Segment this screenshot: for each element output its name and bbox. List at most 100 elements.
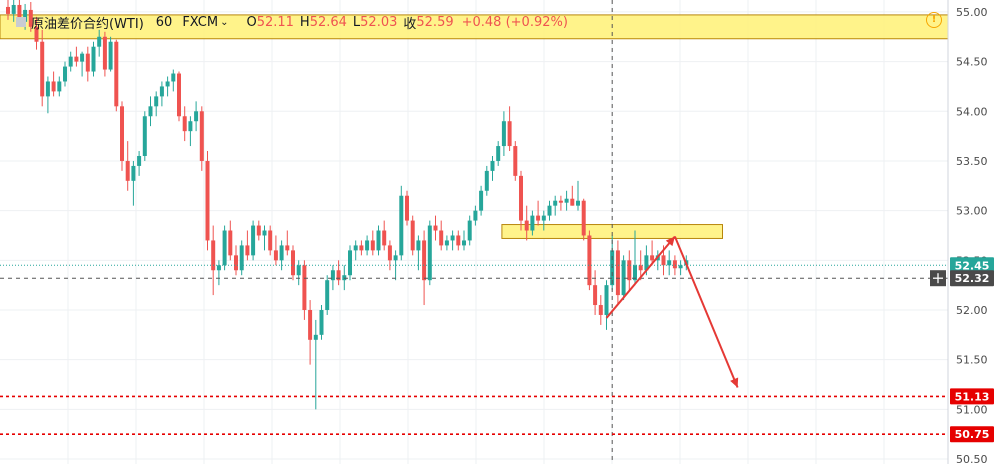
candle-body [650, 255, 655, 261]
candle-body [296, 265, 301, 276]
grid [0, 0, 948, 464]
candle-body [148, 106, 153, 117]
candle-body [359, 245, 364, 251]
candle-body [581, 200, 586, 236]
chart-header: 原油差价合约(WTI) 60 FXCM ⌄ O 52.11 H 52.64 L 52.… [16, 11, 568, 33]
candle-body [325, 280, 330, 310]
arrow-head-1 [665, 236, 675, 247]
support-price-label-background [950, 388, 994, 405]
candle-body [638, 265, 643, 271]
candle-body [313, 334, 318, 340]
candle-body [108, 41, 113, 70]
candle-body [199, 111, 204, 161]
candle-body [661, 255, 666, 266]
candle-body [513, 146, 518, 176]
candle-body [319, 309, 324, 335]
candle-body [171, 73, 176, 82]
candle-body [667, 260, 672, 266]
chevron-down-icon[interactable]: ⌄ [220, 16, 229, 28]
warning-icon[interactable]: ! [926, 12, 942, 28]
candle-body [114, 41, 119, 107]
candle-body [222, 230, 227, 266]
candle-body [547, 205, 552, 216]
candle-body [85, 53, 90, 72]
crosshair-price-label: 52.32 [955, 272, 990, 285]
candle-body [593, 285, 598, 306]
candle-body [541, 215, 546, 221]
candle-body [268, 230, 273, 251]
candle-body [479, 190, 484, 211]
candle-body [598, 305, 603, 315]
candle-body [462, 240, 466, 246]
candle-body [627, 260, 632, 281]
candle-body [165, 81, 170, 87]
candle-body [205, 160, 210, 241]
high-value: 52.64 [309, 14, 347, 30]
candle-body [239, 245, 244, 271]
trend-arrow-1 [605, 235, 676, 319]
candle-body [353, 245, 358, 251]
candle-body [302, 265, 307, 310]
candle-body [125, 160, 130, 181]
timeframe[interactable]: 60 [155, 14, 173, 30]
candle-body [68, 56, 73, 67]
candle-body [348, 250, 352, 276]
candle-body [40, 41, 45, 97]
candle-body [519, 175, 523, 221]
candle-body [393, 255, 398, 261]
arrow-head-2 [730, 377, 739, 388]
candle-body [251, 225, 256, 256]
open-label: O [246, 14, 257, 30]
candle-body [467, 220, 472, 241]
candle-body [473, 210, 478, 221]
candle-body [97, 36, 102, 47]
candle-body [285, 245, 290, 251]
candle-body [63, 66, 67, 82]
candle-body [490, 160, 495, 171]
candle-body [17, 4, 22, 22]
candle-body [376, 230, 381, 251]
symbol-icon [16, 17, 26, 27]
candle-body [558, 200, 563, 203]
candle-body [587, 235, 592, 286]
symbol-name[interactable]: 原油差价合约(WTI) [31, 16, 144, 32]
candle-body [370, 240, 375, 251]
price-tick-label: 54.50 [956, 56, 988, 69]
price-tick-label: 55.00 [956, 6, 988, 19]
candle-body [672, 260, 677, 269]
trend-arrow-2 [673, 236, 739, 388]
low-label: L [352, 14, 361, 30]
candles [6, 0, 689, 410]
candle-body [177, 73, 181, 117]
low-value: 52.03 [360, 14, 398, 30]
candle-body [216, 265, 221, 271]
candle-body [621, 260, 626, 296]
arrows [605, 235, 739, 388]
candle-body [507, 121, 512, 147]
exchange[interactable]: FXCM [182, 14, 219, 30]
candle-body [576, 200, 580, 206]
candle-body [405, 195, 409, 221]
candle-body [51, 81, 56, 92]
candle-body [501, 121, 506, 147]
candle-body [399, 195, 404, 256]
candle-body [23, 9, 28, 22]
candle-body [34, 26, 39, 42]
candle-body [6, 6, 10, 14]
price-lines [0, 0, 948, 464]
candle-body [644, 255, 649, 271]
candle-body [91, 46, 96, 72]
candle-body [228, 230, 233, 256]
candle-body [11, 4, 16, 14]
price-axis[interactable]: 50.5051.0051.5052.0052.5053.0053.5054.00… [930, 0, 996, 464]
candle-body [422, 240, 427, 281]
candle-body [444, 240, 449, 246]
candle-body [456, 235, 461, 246]
candle-body [194, 111, 199, 122]
price-tick-label: 54.00 [956, 105, 988, 118]
price-tick-label: 50.50 [956, 453, 988, 464]
support-price-label-background [950, 426, 994, 443]
price-tick-label: 53.50 [956, 155, 988, 168]
candle-body [279, 245, 284, 261]
